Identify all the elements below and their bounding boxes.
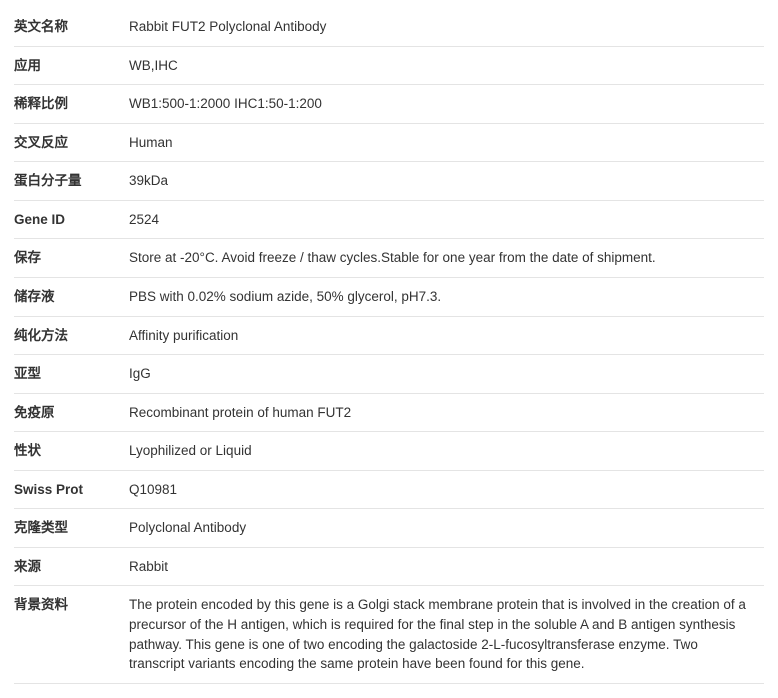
- spec-table: 英文名称Rabbit FUT2 Polyclonal Antibody应用WB,…: [0, 0, 778, 698]
- row-label: 背景资料: [14, 595, 129, 615]
- row-value: Rabbit: [129, 557, 764, 577]
- row-label: 纯化方法: [14, 326, 129, 346]
- table-row: 稀释比例WB1:500-1:2000 IHC1:50-1:200: [14, 85, 764, 124]
- row-value: Rabbit FUT2 Polyclonal Antibody: [129, 17, 764, 37]
- row-value: PBS with 0.02% sodium azide, 50% glycero…: [129, 287, 764, 307]
- row-label: 克隆类型: [14, 518, 129, 538]
- table-row: 交叉反应Human: [14, 124, 764, 163]
- table-row: 背景资料The protein encoded by this gene is …: [14, 586, 764, 683]
- row-value: Q10981: [129, 480, 764, 500]
- row-value: Polyclonal Antibody: [129, 518, 764, 538]
- row-label: Swiss Prot: [14, 480, 129, 500]
- row-label: 来源: [14, 557, 129, 577]
- table-row: 纯化方法Affinity purification: [14, 317, 764, 356]
- row-value: The protein encoded by this gene is a Go…: [129, 595, 764, 673]
- table-row: 克隆类型Polyclonal Antibody: [14, 509, 764, 548]
- row-value: 39kDa: [129, 171, 764, 191]
- row-label: 性状: [14, 441, 129, 461]
- table-row: 应用WB,IHC: [14, 47, 764, 86]
- row-label: 储存液: [14, 287, 129, 307]
- table-row: 保存Store at -20°C. Avoid freeze / thaw cy…: [14, 239, 764, 278]
- row-label: 交叉反应: [14, 133, 129, 153]
- row-label: Gene ID: [14, 210, 129, 230]
- row-label: 蛋白分子量: [14, 171, 129, 191]
- row-value: Recombinant protein of human FUT2: [129, 403, 764, 423]
- row-value: 2524: [129, 210, 764, 230]
- row-value: IgG: [129, 364, 764, 384]
- row-label: 保存: [14, 248, 129, 268]
- row-label: 英文名称: [14, 17, 129, 37]
- row-value: WB1:500-1:2000 IHC1:50-1:200: [129, 94, 764, 114]
- row-value: Lyophilized or Liquid: [129, 441, 764, 461]
- table-row: 蛋白分子量39kDa: [14, 162, 764, 201]
- row-label: 稀释比例: [14, 94, 129, 114]
- table-row: 免疫原Recombinant protein of human FUT2: [14, 394, 764, 433]
- table-row: 来源Rabbit: [14, 548, 764, 587]
- table-row: 英文名称Rabbit FUT2 Polyclonal Antibody: [14, 8, 764, 47]
- table-row: 性状Lyophilized or Liquid: [14, 432, 764, 471]
- row-label: 应用: [14, 56, 129, 76]
- table-row: Gene ID2524: [14, 201, 764, 240]
- row-value: Store at -20°C. Avoid freeze / thaw cycl…: [129, 248, 764, 268]
- row-label: 亚型: [14, 364, 129, 384]
- row-label: 免疫原: [14, 403, 129, 423]
- row-value: Human: [129, 133, 764, 153]
- row-value: WB,IHC: [129, 56, 764, 76]
- table-row: Swiss ProtQ10981: [14, 471, 764, 510]
- table-row: 储存液PBS with 0.02% sodium azide, 50% glyc…: [14, 278, 764, 317]
- table-row: 亚型IgG: [14, 355, 764, 394]
- row-value: Affinity purification: [129, 326, 764, 346]
